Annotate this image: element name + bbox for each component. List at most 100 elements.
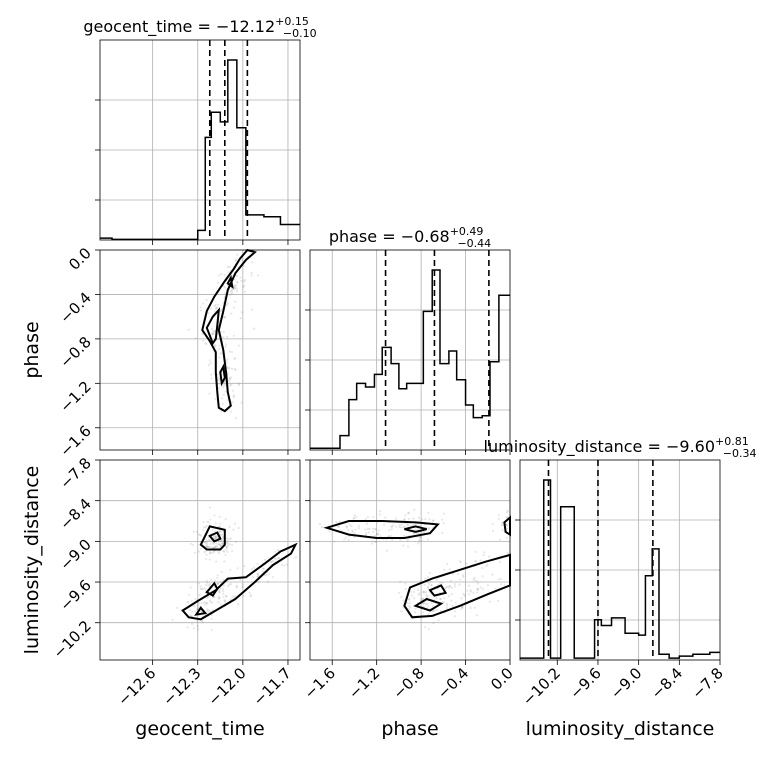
sample-point: [345, 526, 348, 529]
sample-point: [385, 549, 389, 552]
sample-point: [205, 579, 208, 583]
sample-point: [348, 523, 351, 526]
sample-point: [481, 588, 484, 591]
sample-point: [427, 538, 430, 541]
sample-point: [221, 386, 224, 389]
sample-point: [251, 261, 254, 264]
sample-point: [366, 527, 370, 531]
sample-point: [261, 567, 264, 570]
sample-point: [234, 286, 237, 289]
sample-point: [271, 576, 274, 579]
sample-point: [231, 291, 234, 295]
sample-point: [208, 599, 211, 602]
sample-point: [210, 377, 213, 380]
sample-point: [388, 529, 391, 532]
sample-point: [215, 560, 218, 563]
sample-point: [443, 568, 446, 571]
sample-point: [491, 573, 494, 576]
sample-point: [414, 528, 417, 531]
sample-point: [445, 562, 449, 565]
sample-point: [414, 607, 417, 610]
sample-point: [400, 610, 403, 613]
sample-point: [226, 302, 229, 305]
sample-point: [500, 583, 503, 586]
x-tick-label: −12.3: [159, 664, 204, 709]
sample-point: [442, 522, 445, 525]
sample-point: [210, 614, 213, 617]
sample-point: [223, 550, 226, 554]
title-luminosity-distance: luminosity_distance = −9.60+0.81 −0.34: [484, 435, 757, 460]
sample-point: [364, 528, 367, 531]
sample-point: [221, 402, 224, 405]
sample-point: [374, 534, 377, 538]
sample-point: [243, 278, 246, 282]
sample-point: [223, 560, 226, 563]
sample-point: [222, 578, 225, 581]
sample-point: [413, 596, 416, 600]
contour-level: [199, 525, 226, 551]
sample-point: [217, 597, 220, 600]
sample-point: [414, 523, 417, 526]
sample-point: [191, 610, 194, 613]
sample-point: [236, 280, 239, 283]
sample-point: [234, 259, 237, 262]
y-tick-label: −7.8: [56, 454, 94, 492]
sample-point: [220, 544, 223, 548]
sample-point: [234, 357, 237, 360]
sample-point: [256, 573, 259, 576]
sample-point: [218, 347, 221, 350]
sample-point: [505, 536, 508, 539]
sample-point: [225, 304, 228, 307]
sample-point: [506, 524, 509, 527]
sample-point: [424, 602, 427, 606]
sample-point: [445, 602, 448, 605]
sample-point: [241, 586, 244, 589]
histogram-phase: [310, 269, 510, 449]
sample-point: [498, 561, 502, 564]
sample-point: [205, 342, 208, 346]
sample-point: [237, 603, 240, 606]
sample-point: [203, 540, 206, 543]
sample-point: [206, 545, 210, 548]
sample-point: [224, 601, 227, 604]
sample-point: [256, 572, 259, 576]
sample-point: [217, 387, 221, 390]
y-tick-label: −1.2: [56, 377, 94, 415]
sample-point: [171, 618, 174, 622]
sample-point: [374, 528, 377, 531]
sample-point: [194, 610, 197, 613]
sample-point: [218, 591, 221, 594]
sample-point: [239, 317, 242, 320]
sample-point: [432, 519, 435, 522]
sample-point: [226, 539, 229, 542]
sample-point: [459, 561, 462, 564]
sample-point: [230, 383, 233, 386]
sample-point: [464, 593, 467, 596]
sample-point: [209, 600, 212, 604]
sample-point: [416, 528, 419, 531]
sample-point: [404, 514, 407, 517]
sample-point: [234, 258, 237, 261]
sample-point: [213, 514, 216, 517]
sample-point: [222, 584, 225, 587]
ylabel-luminosity-distance: luminosity_distance: [21, 466, 43, 655]
sample-point: [212, 330, 215, 333]
sample-point: [477, 588, 480, 591]
sample-point: [223, 599, 226, 602]
sample-point: [409, 606, 412, 609]
sample-point: [237, 344, 240, 347]
sample-point: [461, 605, 464, 609]
sample-point: [365, 532, 368, 535]
sample-point: [218, 552, 221, 555]
sample-point: [223, 381, 226, 384]
sample-point: [375, 532, 379, 535]
sample-point: [186, 626, 189, 629]
sample-point: [204, 544, 207, 547]
sample-point: [225, 545, 228, 548]
sample-point: [216, 576, 219, 580]
sample-point: [294, 556, 298, 559]
sample-point: [208, 506, 211, 509]
sample-point: [213, 546, 216, 549]
sample-point: [207, 536, 210, 539]
sample-point: [448, 584, 451, 588]
